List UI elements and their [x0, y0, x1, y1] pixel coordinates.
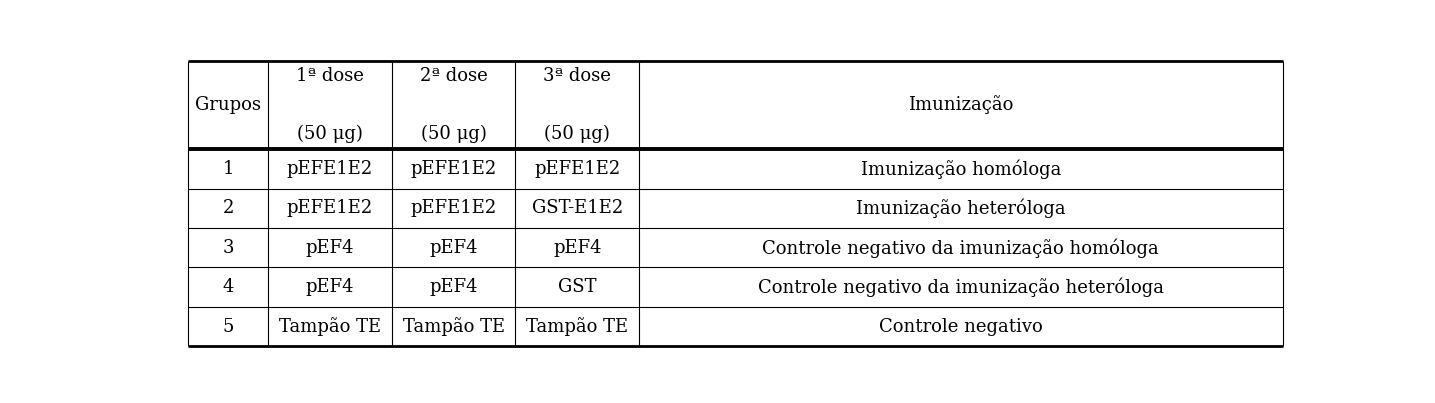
Text: Imunização heteróloga: Imunização heteróloga [857, 199, 1066, 218]
Text: 3ª dose

(50 μg): 3ª dose (50 μg) [544, 66, 611, 143]
Text: Controle negativo da imunização heteróloga: Controle negativo da imunização heterólo… [758, 277, 1164, 297]
Text: Controle negativo da imunização homóloga: Controle negativo da imunização homóloga [762, 238, 1159, 258]
Text: pEFE1E2: pEFE1E2 [410, 160, 497, 178]
Text: 1: 1 [222, 160, 234, 178]
Text: Grupos: Grupos [195, 96, 261, 114]
Text: pEF4: pEF4 [306, 278, 354, 296]
Text: pEF4: pEF4 [429, 278, 478, 296]
Text: pEFE1E2: pEFE1E2 [287, 160, 373, 178]
Text: 5: 5 [222, 318, 234, 336]
Text: pEFE1E2: pEFE1E2 [534, 160, 620, 178]
Text: Imunização: Imunização [908, 96, 1013, 114]
Text: 1ª dose

(50 μg): 1ª dose (50 μg) [296, 66, 364, 143]
Text: pEF4: pEF4 [552, 239, 601, 257]
Text: Tampão TE: Tampão TE [278, 317, 382, 336]
Text: GST: GST [558, 278, 597, 296]
Text: GST-E1E2: GST-E1E2 [532, 199, 623, 217]
Text: 3: 3 [222, 239, 234, 257]
Text: pEFE1E2: pEFE1E2 [287, 199, 373, 217]
Text: pEF4: pEF4 [429, 239, 478, 257]
Text: 2: 2 [222, 199, 234, 217]
Text: pEF4: pEF4 [306, 239, 354, 257]
Text: 2ª dose

(50 μg): 2ª dose (50 μg) [420, 66, 488, 143]
Text: Imunização homóloga: Imunização homóloga [861, 159, 1060, 179]
Text: 4: 4 [222, 278, 234, 296]
Text: pEFE1E2: pEFE1E2 [410, 199, 497, 217]
Text: Tampão TE: Tampão TE [403, 317, 505, 336]
Text: Controle negativo: Controle negativo [880, 318, 1043, 336]
Text: Tampão TE: Tampão TE [527, 317, 629, 336]
